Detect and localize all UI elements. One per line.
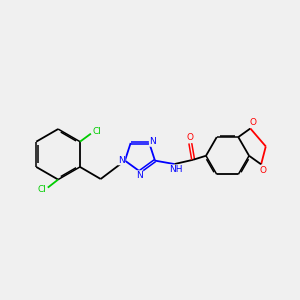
Text: N: N (136, 171, 143, 180)
Text: O: O (260, 166, 267, 175)
Text: O: O (249, 118, 256, 127)
Text: O: O (187, 134, 194, 142)
Text: NH: NH (169, 165, 182, 174)
Text: N: N (118, 155, 124, 164)
Text: Cl: Cl (93, 127, 102, 136)
Text: N: N (150, 137, 156, 146)
Text: Cl: Cl (37, 185, 46, 194)
